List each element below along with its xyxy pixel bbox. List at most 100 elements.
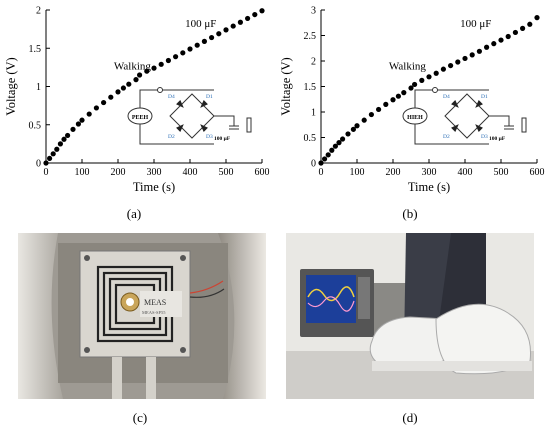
data-point	[354, 123, 360, 129]
data-point	[252, 11, 258, 18]
y-tick-label: 1.5	[304, 82, 317, 93]
data-point	[108, 94, 114, 100]
data-point	[361, 117, 367, 123]
data-point	[75, 121, 81, 127]
data-point	[158, 61, 164, 67]
data-point	[332, 143, 338, 149]
data-point	[245, 15, 251, 22]
bridge-rectifier	[169, 93, 215, 139]
x-tick-label: 100	[350, 167, 365, 178]
sensor-code-text: MEAS-SP55	[142, 310, 166, 315]
resistor-symbol	[246, 117, 252, 133]
diode-icon	[200, 124, 208, 132]
y-axis-label: Voltage (V)	[279, 57, 293, 115]
data-point	[173, 54, 179, 60]
data-point	[390, 97, 396, 103]
circuit-diagram: PEEH D4 D1 D2 D3 100 μF	[122, 84, 264, 158]
data-point	[336, 140, 342, 146]
data-point	[209, 34, 215, 41]
data-point	[54, 146, 60, 152]
diode-label: D1	[206, 94, 213, 100]
y-tick-label: 1	[36, 82, 41, 93]
data-point	[237, 19, 243, 25]
wire-top	[139, 89, 214, 108]
capacitor-label: 100 μF	[214, 136, 231, 142]
data-point	[419, 77, 425, 83]
data-point	[469, 52, 475, 58]
diode-label: D4	[443, 94, 450, 100]
data-point	[93, 105, 99, 111]
x-tick-label: 100	[75, 167, 90, 178]
data-point	[325, 152, 331, 158]
data-point	[65, 132, 71, 139]
data-point	[151, 65, 157, 71]
y-tick-label: 2	[36, 6, 41, 17]
annotation-walking: Walking	[389, 61, 426, 73]
chart-a: 0 100 200 300 400 500 600 0 0.5 1 1.5 2 Time (s) Volt…	[4, 6, 270, 195]
data-point	[194, 42, 200, 48]
data-point	[230, 23, 236, 29]
data-point	[455, 59, 461, 65]
data-point	[462, 55, 468, 62]
data-point	[534, 15, 540, 21]
x-axis-label: Time (s)	[408, 180, 450, 194]
y-tick-label: 2	[311, 57, 316, 68]
x-tick-label: 600	[255, 167, 270, 178]
diode-icon	[176, 124, 184, 132]
data-point	[512, 29, 518, 36]
x-tick-label: 400	[183, 167, 198, 178]
sensor-illustration: MEAS MEAS-SP55	[18, 233, 266, 399]
y-tick-label: 0	[36, 159, 41, 170]
annotation-capacitance: 100 μF	[185, 18, 216, 30]
data-point	[86, 111, 92, 117]
y-tick-label: 1.5	[29, 44, 42, 55]
diode-icon	[200, 100, 208, 108]
x-tick-label: 0	[44, 167, 49, 178]
data-point	[520, 25, 526, 31]
data-point	[401, 90, 407, 96]
data-point	[476, 48, 482, 54]
x-tick-label: 200	[111, 167, 126, 178]
wire-top	[414, 89, 489, 108]
y-tick-label: 0	[311, 159, 316, 170]
panel-label-c: (c)	[132, 410, 148, 425]
data-point	[61, 136, 67, 142]
data-point	[187, 46, 193, 52]
x-tick-label: 300	[422, 167, 437, 178]
data-point	[144, 68, 150, 74]
diode-label: D2	[168, 134, 175, 140]
x-tick-label: 500	[494, 167, 509, 178]
data-point	[126, 81, 132, 87]
data-point	[484, 44, 490, 50]
data-point	[43, 160, 49, 166]
data-point	[383, 101, 389, 107]
data-point	[329, 147, 335, 153]
data-point	[440, 66, 446, 72]
circuit-diagram: HIEH D4 D1 D2 D3 100 μF	[397, 84, 539, 158]
switch-symbol	[432, 87, 438, 93]
wire-output	[489, 115, 510, 126]
diode-label: D1	[481, 94, 488, 100]
wire-bottom	[139, 124, 214, 145]
data-point	[318, 160, 324, 166]
data-point	[115, 89, 121, 95]
data-point	[47, 155, 53, 162]
data-point	[133, 77, 139, 83]
data-point	[50, 151, 56, 157]
data-point	[322, 156, 328, 162]
sensor-brand-text: MEAS	[144, 298, 166, 307]
diode-icon	[176, 100, 184, 108]
annotation-capacitance: 100 μF	[460, 18, 491, 30]
data-point	[395, 93, 401, 99]
x-tick-label: 0	[319, 167, 324, 178]
data-point	[180, 50, 186, 56]
diode-icon	[475, 124, 483, 132]
diode-label: D3	[206, 134, 213, 140]
walking-illustration	[286, 233, 534, 399]
panel-label-a: (a)	[126, 206, 142, 221]
chart-b: 0 100 200 300 400 500 600 0 0.5 1 1.5 2 2.5 3 Time (s)…	[279, 6, 545, 195]
data-point	[165, 57, 171, 64]
y-tick-label: 0.5	[304, 133, 317, 144]
data-point	[426, 74, 432, 80]
data-point	[491, 41, 497, 47]
